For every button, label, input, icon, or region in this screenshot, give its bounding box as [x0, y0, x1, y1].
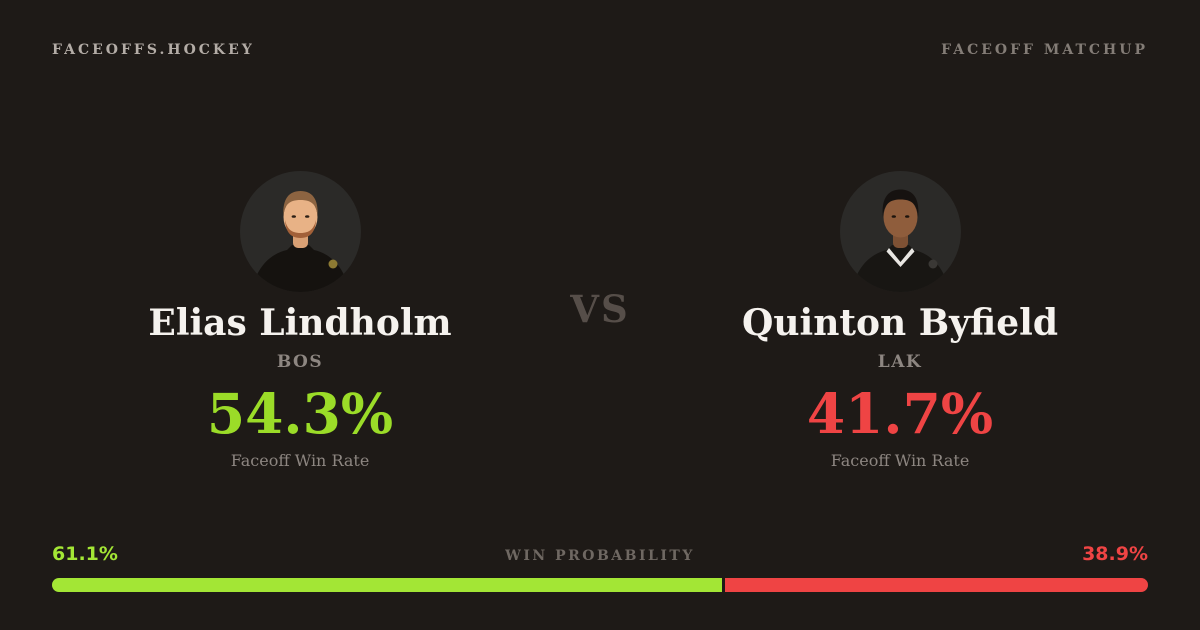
- win-probability-section: 61.1% WIN PROBABILITY 38.9%: [52, 543, 1148, 592]
- player-photo-left: [239, 171, 361, 292]
- win-probability-bar-right-segment: [724, 578, 1148, 592]
- player-photo-right: [839, 171, 961, 292]
- win-probability-bar: [52, 578, 1148, 592]
- win-probability-left-pct: 61.1%: [52, 543, 118, 565]
- player-name: Elias Lindholm: [148, 302, 452, 344]
- win-probability-labels: 61.1% WIN PROBABILITY 38.9%: [52, 543, 1148, 565]
- page-label: FACEOFF MATCHUP: [941, 42, 1148, 58]
- player-headshot-illustration: [851, 189, 949, 292]
- faceoff-win-rate-value: 54.3%: [206, 380, 394, 446]
- players-row: Elias Lindholm BOS 54.3% Faceoff Win Rat…: [0, 171, 1200, 470]
- faceoff-win-rate-value: 41.7%: [806, 380, 994, 446]
- player-team: LAK: [877, 351, 923, 372]
- player-card-right: Quinton Byfield LAK 41.7% Faceoff Win Ra…: [600, 171, 1200, 470]
- player-name: Quinton Byfield: [741, 302, 1058, 344]
- win-probability-right-pct: 38.9%: [1082, 543, 1148, 565]
- faceoff-win-rate-label: Faceoff Win Rate: [830, 450, 970, 470]
- win-probability-bar-left-segment: [52, 578, 722, 592]
- player-card-left: Elias Lindholm BOS 54.3% Faceoff Win Rat…: [0, 171, 600, 470]
- win-probability-title: WIN PROBABILITY: [505, 548, 695, 564]
- brand-title: FACEOFFS.HOCKEY: [52, 42, 255, 58]
- player-headshot-illustration: [251, 191, 349, 292]
- faceoff-win-rate-label: Faceoff Win Rate: [230, 450, 370, 470]
- player-team: BOS: [276, 351, 324, 372]
